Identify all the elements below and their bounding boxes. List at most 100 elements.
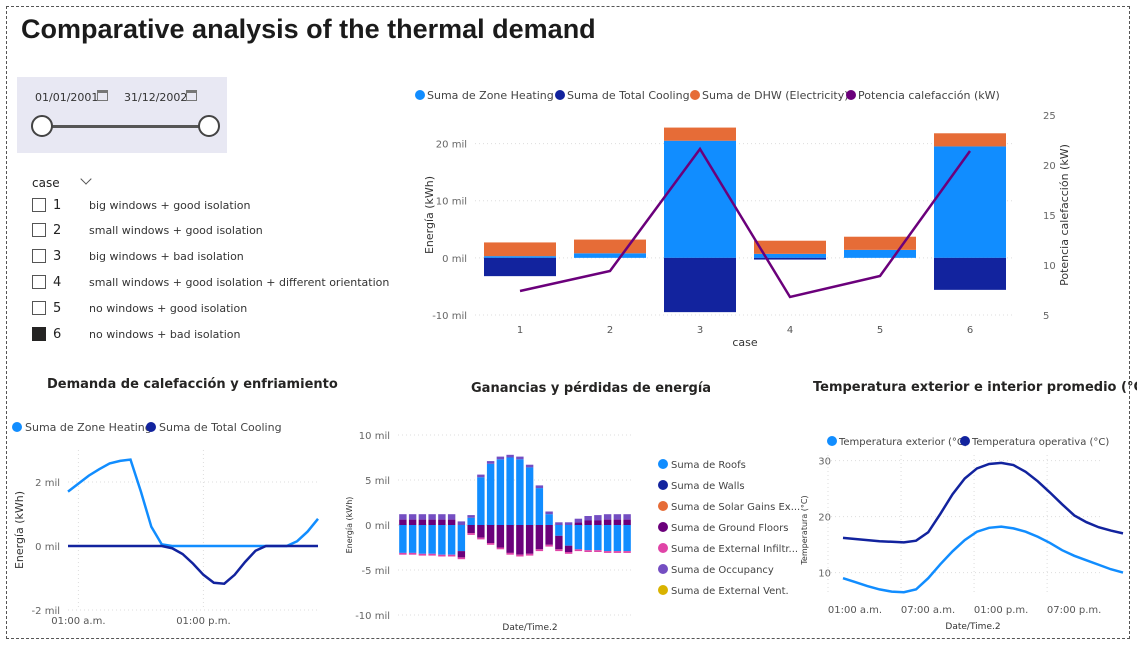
case-item-6[interactable]: 6 no windows + bad isolation (32, 325, 240, 343)
x-tick-label: 07:00 a.m. (901, 605, 955, 616)
bar-segment (447, 525, 456, 555)
bar-segment (408, 519, 417, 525)
bar-segment (418, 519, 427, 525)
bar-segment (584, 550, 592, 552)
bar-segment (564, 545, 573, 552)
y-tick-label: 10 mil (359, 431, 390, 442)
bar-segment (506, 552, 514, 555)
bar-segment (525, 553, 534, 556)
date-slider-end-handle[interactable] (198, 115, 220, 137)
case-label: no windows + bad isolation (89, 327, 241, 341)
case-checkbox[interactable] (32, 198, 46, 212)
bar-segment (613, 519, 622, 525)
bar-segment (516, 459, 524, 525)
bar-segment (535, 525, 544, 550)
start-date-input[interactable]: 01/01/2001 (35, 91, 99, 104)
case-number: 2 (53, 222, 62, 238)
bar-zone-heating (664, 140, 736, 258)
line-potencia (519, 146, 972, 299)
end-date-input[interactable]: 31/12/2002 (124, 91, 188, 104)
case-label: no windows + good isolation (89, 301, 248, 315)
case-item-5[interactable]: 5 no windows + good isolation (32, 299, 247, 317)
case-checkbox[interactable] (32, 275, 46, 289)
bar-total-cooling (664, 257, 736, 313)
bar-segment (399, 514, 407, 520)
calendar-icon[interactable] (186, 90, 197, 101)
bar-segment (418, 553, 427, 556)
legend-marker (690, 90, 700, 100)
report-frame (6, 6, 1130, 639)
legend-marker (658, 480, 668, 490)
case-item-3[interactable]: 3 big windows + bad isolation (32, 247, 244, 265)
y-tick-label: 2 mil (35, 478, 60, 489)
case-item-1[interactable]: 1 big windows + good isolation (32, 196, 251, 214)
y2-tick-label: 5 (1043, 311, 1049, 322)
y-axis-label: Temperatura (°C) (800, 495, 809, 565)
bar-segment (408, 552, 417, 555)
bar-segment (594, 515, 602, 521)
case-checkbox[interactable] (32, 327, 46, 341)
bar-segment (613, 525, 622, 552)
case-item-2[interactable]: 2 small windows + good isolation (32, 221, 263, 239)
bar-zone-heating (844, 249, 916, 258)
bar-segment (594, 525, 602, 551)
bar-segment (399, 519, 407, 525)
bar-segment (584, 525, 592, 551)
case-number: 4 (53, 274, 62, 290)
temperature-chart-title: Temperatura exterior e interior promedio… (813, 380, 1137, 395)
bar-segment (438, 554, 446, 557)
legend-marker (827, 436, 837, 446)
legend-entry: Suma de Zone Heating (427, 89, 554, 102)
bar-segment (603, 519, 612, 525)
case-checkbox[interactable] (32, 249, 46, 263)
bar-segment (564, 522, 573, 525)
bar-segment (428, 553, 436, 556)
bar-segment (545, 544, 553, 547)
bar-segment (603, 525, 612, 552)
x-tick-label: 4 (787, 325, 793, 336)
y-tick-label: -10 mil (355, 611, 390, 622)
y-tick-label: 30 (818, 457, 831, 468)
legend-entry: Suma de External Infiltr... (671, 544, 798, 555)
bar-segment (408, 514, 417, 520)
case-number: 5 (53, 300, 62, 316)
legend-marker (12, 422, 22, 432)
bar-segment (574, 549, 583, 552)
case-checkbox[interactable] (32, 223, 46, 237)
date-slider-track[interactable] (41, 125, 209, 128)
date-slider-start-handle[interactable] (31, 115, 53, 137)
calendar-icon[interactable] (97, 90, 108, 101)
bar-dhw (664, 127, 736, 141)
y-tick-label: 0 mil (365, 521, 390, 532)
bar-zone-heating (574, 253, 646, 258)
legend-entry: Suma de Total Cooling (159, 421, 282, 434)
bar-segment (613, 551, 622, 553)
case-slicer-header: case (32, 176, 60, 190)
case-checkbox[interactable] (32, 301, 46, 315)
legend-entry: Suma de Total Cooling (567, 89, 690, 102)
bar-segment (438, 514, 446, 520)
legend-marker (846, 90, 856, 100)
x-tick-label: 6 (967, 325, 973, 336)
x-tick-label: 01:00 a.m. (51, 616, 105, 627)
bar-segment (447, 519, 456, 525)
case-number: 6 (53, 326, 62, 342)
legend-marker (415, 90, 425, 100)
bar-segment (438, 519, 446, 525)
legend-entry: Suma de Ground Floors (671, 523, 788, 534)
bar-segment (447, 554, 456, 557)
bar-segment (428, 514, 436, 520)
bar-segment (584, 520, 592, 525)
bar-segment (399, 525, 407, 553)
x-tick-label: 5 (877, 325, 883, 336)
x-tick-label: 01:00 p.m. (974, 605, 1028, 616)
y-tick-label: -2 mil (32, 606, 60, 617)
legend-entry: Temperatura exterior (°C) (838, 437, 968, 448)
case-label: small windows + good isolation (89, 223, 263, 237)
y-axis-label: Energía (kWh) (345, 497, 354, 554)
bar-segment (535, 485, 544, 489)
bar-segment (623, 525, 631, 552)
case-item-4[interactable]: 4 small windows + good isolation + differ… (32, 273, 389, 291)
bar-dhw (754, 240, 826, 254)
bar-segment (457, 557, 466, 560)
